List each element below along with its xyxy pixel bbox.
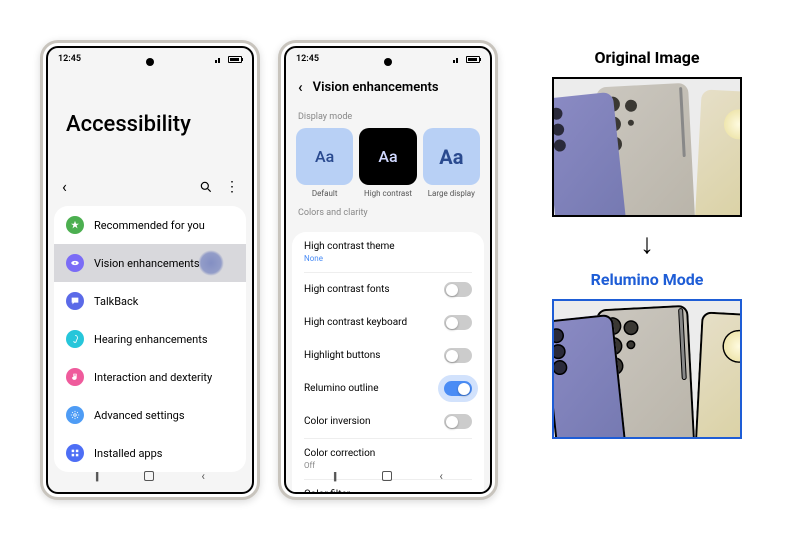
camera-hole [146, 58, 154, 66]
mode-label: High contrast [364, 189, 412, 198]
battery-icon [228, 56, 242, 63]
ear-icon [66, 330, 84, 348]
row-label: Color filter [304, 489, 350, 494]
list-item-interaction[interactable]: Interaction and dexterity [54, 358, 246, 396]
toggle[interactable] [444, 348, 472, 363]
phone-screen: 12:45 Accessibility ‹ ⋮ Recommended for … [46, 46, 254, 494]
row-label: Color inversion [304, 416, 370, 427]
relumino-title: Relumino Mode [591, 270, 704, 289]
mode-high-contrast[interactable]: Aa High contrast [359, 128, 416, 198]
down-arrow-icon: ↓ [640, 227, 654, 260]
mode-sample: Aa [423, 128, 480, 185]
page-header: ‹ Vision enhancements [286, 70, 490, 108]
back-icon[interactable]: ‹ [298, 78, 303, 96]
colors-list: High contrast theme None High contrast f… [292, 232, 484, 494]
row-color-inversion[interactable]: Color inversion [292, 405, 484, 438]
mode-sample: Aa [359, 128, 416, 185]
row-high-contrast-fonts[interactable]: High contrast fonts [292, 273, 484, 306]
toggle[interactable] [444, 282, 472, 297]
mode-label: Large display [428, 189, 475, 198]
star-icon [66, 216, 84, 234]
mode-default[interactable]: Aa Default [296, 128, 353, 198]
status-time: 12:45 [58, 54, 81, 64]
nav-recents[interactable]: ||| [333, 470, 335, 483]
list-item-vision[interactable]: Vision enhancements [54, 244, 246, 282]
phone-beige [694, 89, 742, 217]
mode-label: Default [312, 189, 338, 198]
row-label: High contrast keyboard [304, 317, 407, 328]
status-time: 12:45 [296, 54, 319, 64]
row-relumino-outline[interactable]: Relumino outline [292, 372, 484, 405]
row-high-contrast-theme[interactable]: High contrast theme None [292, 232, 484, 272]
row-high-contrast-keyboard[interactable]: High contrast keyboard [292, 306, 484, 339]
back-icon[interactable]: ‹ [62, 177, 67, 196]
list-item-label: Interaction and dexterity [94, 371, 212, 384]
list-item-label: Recommended for you [94, 219, 205, 232]
section-display-mode: Display mode [286, 108, 490, 128]
nav-recents[interactable]: ||| [95, 470, 97, 483]
status-icons [215, 55, 242, 63]
grid-icon [66, 444, 84, 462]
header-toolbar: ‹ ⋮ [48, 177, 252, 206]
list-item-label: Advanced settings [94, 409, 185, 422]
toggle[interactable] [444, 414, 472, 429]
settings-list: Recommended for you Vision enhancements … [54, 206, 246, 472]
android-nav: ||| ‹ [48, 465, 252, 487]
phone-accessibility: 12:45 Accessibility ‹ ⋮ Recommended for … [40, 40, 260, 500]
signal-icon [453, 55, 463, 63]
tap-ripple [198, 250, 224, 276]
signal-icon [215, 55, 225, 63]
phone-screen: 12:45 ‹ Vision enhancements Display mode… [284, 46, 492, 494]
phone-vision-enhancements: 12:45 ‹ Vision enhancements Display mode… [278, 40, 498, 500]
comparison-column: Original Image ↓ Relumino Mode [516, 40, 778, 493]
list-item-label: Vision enhancements [94, 257, 200, 270]
original-title: Original Image [594, 48, 699, 67]
nav-back[interactable]: ‹ [201, 469, 205, 483]
row-sub: None [304, 254, 395, 263]
list-item-label: Installed apps [94, 447, 162, 460]
list-item-advanced[interactable]: Advanced settings [54, 396, 246, 434]
row-label: Relumino outline [304, 383, 379, 394]
row-label: Highlight buttons [304, 350, 380, 361]
row-label: High contrast theme [304, 241, 395, 252]
toggle[interactable] [444, 315, 472, 330]
list-item-recommended[interactable]: Recommended for you [54, 206, 246, 244]
gear-icon [66, 406, 84, 424]
list-item-label: Hearing enhancements [94, 333, 208, 346]
mode-large-display[interactable]: Aa Large display [423, 128, 480, 198]
nav-home[interactable] [382, 471, 392, 481]
original-image-frame [552, 77, 742, 217]
display-mode-row: Aa Default Aa High contrast Aa Large dis… [286, 128, 490, 198]
nav-home[interactable] [144, 471, 154, 481]
status-icons [453, 55, 480, 63]
hand-icon [66, 368, 84, 386]
page-title: Accessibility [48, 70, 252, 177]
chat-icon [66, 292, 84, 310]
list-item-talkback[interactable]: TalkBack [54, 282, 246, 320]
toggle[interactable] [444, 381, 472, 396]
phone-illustration-outlined [554, 301, 740, 437]
camera-hole [384, 58, 392, 66]
row-label: Color correction [304, 448, 375, 459]
relumino-image-frame [552, 299, 742, 439]
nav-back[interactable]: ‹ [439, 469, 443, 483]
row-highlight-buttons[interactable]: Highlight buttons [292, 339, 484, 372]
phone-illustration [554, 79, 740, 215]
mode-sample: Aa [296, 128, 353, 185]
list-item-label: TalkBack [94, 295, 138, 308]
battery-icon [466, 56, 480, 63]
list-item-hearing[interactable]: Hearing enhancements [54, 320, 246, 358]
row-label: High contrast fonts [304, 284, 390, 295]
eye-icon [66, 254, 84, 272]
section-colors-clarity: Colors and clarity [286, 198, 490, 222]
phone-beige [694, 311, 742, 439]
search-icon[interactable] [199, 180, 213, 194]
page-title: Vision enhancements [313, 80, 439, 95]
android-nav: ||| ‹ [286, 465, 490, 487]
more-icon[interactable]: ⋮ [225, 180, 238, 194]
